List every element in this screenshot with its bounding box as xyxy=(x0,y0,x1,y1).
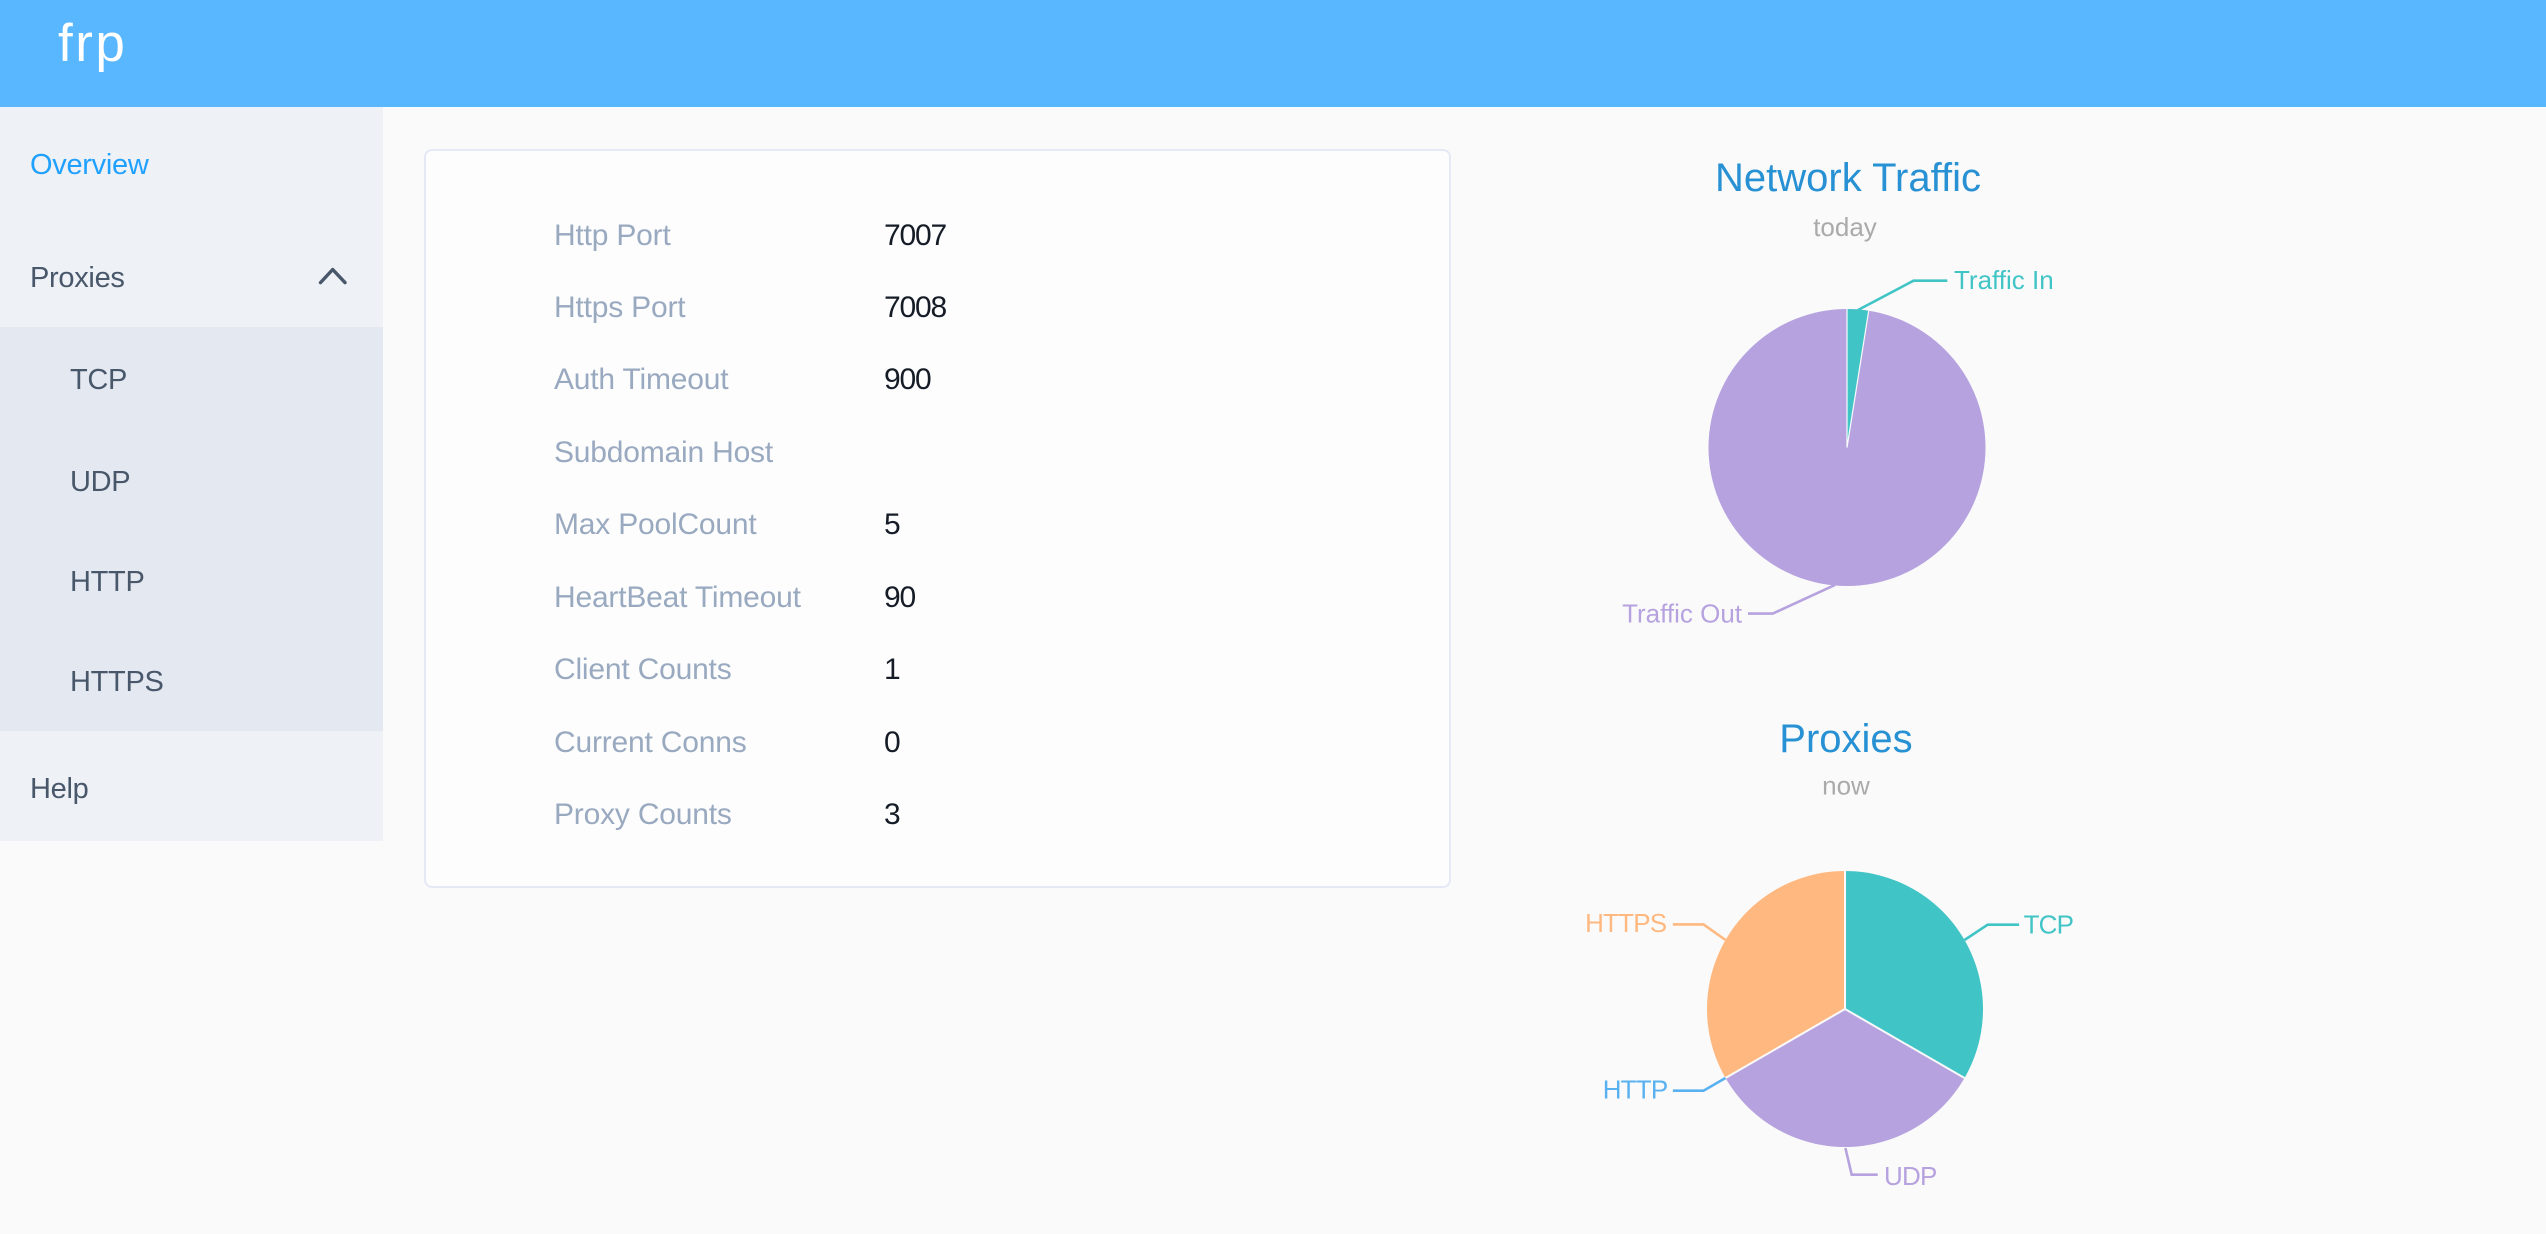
svg-text:Proxies: Proxies xyxy=(1779,717,1912,761)
svg-text:now: now xyxy=(1822,771,1870,801)
svg-text:UDP: UDP xyxy=(1884,1161,1937,1191)
svg-text:today: today xyxy=(1813,212,1877,242)
svg-text:Traffic In: Traffic In xyxy=(1954,265,2054,295)
svg-text:Traffic Out: Traffic Out xyxy=(1622,599,1743,629)
svg-text:Network Traffic: Network Traffic xyxy=(1715,156,1981,200)
svg-text:HTTP: HTTP xyxy=(1603,1074,1668,1104)
svg-text:TCP: TCP xyxy=(2024,910,2074,940)
svg-text:HTTPS: HTTPS xyxy=(1585,908,1667,938)
